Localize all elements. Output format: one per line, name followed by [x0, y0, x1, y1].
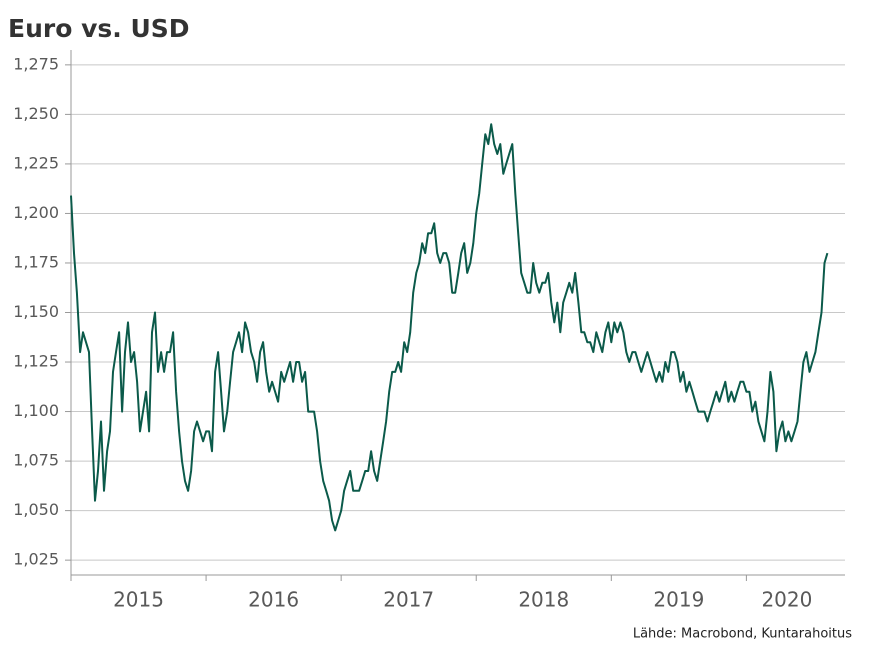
y-tick-label: 1,050	[13, 500, 59, 519]
x-tick-label: 2018	[518, 588, 569, 612]
x-tick-label: 2019	[653, 588, 704, 612]
y-tick-label: 1,200	[13, 203, 59, 222]
y-tick-label: 1,150	[13, 302, 59, 321]
y-tick-label: 1,125	[13, 352, 59, 371]
x-tick-label: 2017	[383, 588, 434, 612]
y-tick-label: 1,075	[13, 451, 59, 470]
x-tick-label: 2020	[761, 588, 812, 612]
source: Lähde: Macrobond, Kuntarahoitus	[633, 627, 852, 642]
y-tick-label: 1,250	[13, 104, 59, 123]
y-tick-label: 1,225	[13, 153, 59, 172]
y-tick-label: 1,025	[13, 550, 59, 569]
y-tick-label: 1,275	[13, 54, 59, 73]
y-tick-label: 1,100	[13, 401, 59, 420]
y-tick-label: 1,175	[13, 252, 59, 271]
x-tick-label: 2015	[113, 588, 164, 612]
x-tick-label: 2016	[248, 588, 299, 612]
line	[70, 123, 829, 532]
chart-title: Euro vs. USD	[8, 14, 190, 43]
